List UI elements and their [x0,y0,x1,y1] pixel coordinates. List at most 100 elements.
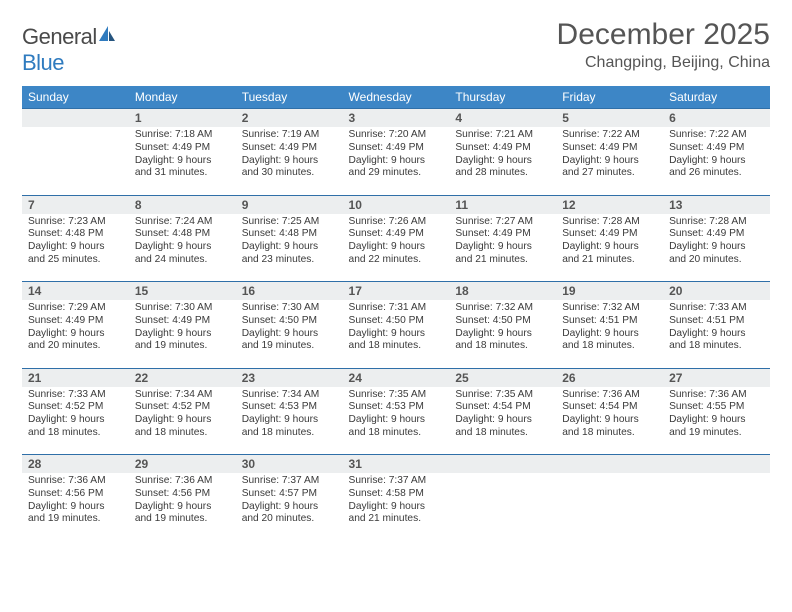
day-number: 7 [22,195,129,214]
day-number: 19 [556,282,663,301]
cell-line-sunset: Sunset: 4:49 PM [455,142,550,155]
cell-line-sunrise: Sunrise: 7:35 AM [349,389,444,402]
day-cell: Sunrise: 7:36 AMSunset: 4:54 PMDaylight:… [556,387,663,455]
cell-line-sunset: Sunset: 4:48 PM [242,228,337,241]
cell-line-daylight2: and 25 minutes. [28,254,123,267]
cell-line-sunset: Sunset: 4:54 PM [562,401,657,414]
title-block: December 2025 Changping, Beijing, China [557,18,770,72]
cell-line-daylight2: and 19 minutes. [135,513,230,526]
day-number: 27 [663,368,770,387]
cell-line-daylight1: Daylight: 9 hours [455,414,550,427]
cell-line-daylight2: and 18 minutes. [562,340,657,353]
cell-line-daylight1: Daylight: 9 hours [135,414,230,427]
cell-line-daylight1: Daylight: 9 hours [28,328,123,341]
cell-line-sunset: Sunset: 4:48 PM [28,228,123,241]
cell-line-daylight1: Daylight: 9 hours [562,414,657,427]
day-number: 10 [343,195,450,214]
cell-line-sunrise: Sunrise: 7:37 AM [242,475,337,488]
day-cell: Sunrise: 7:37 AMSunset: 4:58 PMDaylight:… [343,473,450,541]
cell-line-sunset: Sunset: 4:58 PM [349,488,444,501]
cell-line-sunset: Sunset: 4:48 PM [135,228,230,241]
day-number: 11 [449,195,556,214]
cell-line-sunset: Sunset: 4:49 PM [349,142,444,155]
month-title: December 2025 [557,18,770,52]
cell-line-sunrise: Sunrise: 7:33 AM [669,302,764,315]
day-number [22,109,129,128]
day-cell: Sunrise: 7:26 AMSunset: 4:49 PMDaylight:… [343,214,450,282]
cell-line-sunrise: Sunrise: 7:32 AM [562,302,657,315]
cell-line-daylight1: Daylight: 9 hours [242,501,337,514]
cell-line-daylight1: Daylight: 9 hours [562,241,657,254]
cell-line-sunrise: Sunrise: 7:32 AM [455,302,550,315]
day-cell: Sunrise: 7:30 AMSunset: 4:50 PMDaylight:… [236,300,343,368]
cell-line-sunset: Sunset: 4:50 PM [242,315,337,328]
cell-line-sunrise: Sunrise: 7:24 AM [135,216,230,229]
cell-line-sunset: Sunset: 4:49 PM [562,228,657,241]
cell-line-daylight2: and 18 minutes. [28,427,123,440]
day-number: 22 [129,368,236,387]
cell-line-daylight1: Daylight: 9 hours [242,241,337,254]
cell-line-sunset: Sunset: 4:56 PM [28,488,123,501]
cell-line-sunrise: Sunrise: 7:36 AM [28,475,123,488]
dayhead-wed: Wednesday [343,86,450,109]
day-cell: Sunrise: 7:33 AMSunset: 4:52 PMDaylight:… [22,387,129,455]
cell-line-sunrise: Sunrise: 7:33 AM [28,389,123,402]
cell-line-daylight1: Daylight: 9 hours [28,414,123,427]
cell-line-daylight2: and 26 minutes. [669,167,764,180]
cell-line-sunrise: Sunrise: 7:30 AM [242,302,337,315]
day-cell: Sunrise: 7:36 AMSunset: 4:55 PMDaylight:… [663,387,770,455]
day-cell: Sunrise: 7:37 AMSunset: 4:57 PMDaylight:… [236,473,343,541]
brand-part2: Blue [22,50,64,75]
dayhead-sat: Saturday [663,86,770,109]
cell-line-sunrise: Sunrise: 7:37 AM [349,475,444,488]
cell-line-sunrise: Sunrise: 7:36 AM [669,389,764,402]
calendar-body: 123456Sunrise: 7:18 AMSunset: 4:49 PMDay… [22,109,770,542]
cell-line-sunrise: Sunrise: 7:36 AM [135,475,230,488]
day-number: 30 [236,455,343,474]
day-cell: Sunrise: 7:24 AMSunset: 4:48 PMDaylight:… [129,214,236,282]
cell-line-daylight2: and 27 minutes. [562,167,657,180]
cell-line-sunset: Sunset: 4:56 PM [135,488,230,501]
cell-line-daylight2: and 18 minutes. [349,340,444,353]
cell-line-sunset: Sunset: 4:53 PM [349,401,444,414]
cell-line-daylight1: Daylight: 9 hours [669,414,764,427]
day-header-row: Sunday Monday Tuesday Wednesday Thursday… [22,86,770,109]
cell-line-daylight1: Daylight: 9 hours [562,328,657,341]
brand-text: GeneralBlue [22,24,117,76]
cell-line-daylight1: Daylight: 9 hours [242,155,337,168]
cell-line-daylight1: Daylight: 9 hours [455,155,550,168]
cell-line-sunset: Sunset: 4:53 PM [242,401,337,414]
daynum-row: 14151617181920 [22,282,770,301]
day-cell: Sunrise: 7:35 AMSunset: 4:53 PMDaylight:… [343,387,450,455]
cell-line-daylight2: and 18 minutes. [455,340,550,353]
cell-line-sunrise: Sunrise: 7:28 AM [669,216,764,229]
brand-logo: GeneralBlue [22,24,117,76]
cell-line-sunset: Sunset: 4:49 PM [135,142,230,155]
cell-line-daylight2: and 31 minutes. [135,167,230,180]
day-cell: Sunrise: 7:25 AMSunset: 4:48 PMDaylight:… [236,214,343,282]
cell-line-sunrise: Sunrise: 7:34 AM [135,389,230,402]
cell-line-sunset: Sunset: 4:49 PM [669,142,764,155]
day-cell: Sunrise: 7:32 AMSunset: 4:50 PMDaylight:… [449,300,556,368]
day-cell: Sunrise: 7:29 AMSunset: 4:49 PMDaylight:… [22,300,129,368]
day-number: 28 [22,455,129,474]
cell-line-sunset: Sunset: 4:52 PM [135,401,230,414]
cell-line-daylight2: and 21 minutes. [455,254,550,267]
day-number [556,455,663,474]
day-number: 23 [236,368,343,387]
cell-line-daylight2: and 18 minutes. [455,427,550,440]
dayhead-fri: Friday [556,86,663,109]
cell-line-daylight2: and 21 minutes. [349,513,444,526]
cell-line-daylight2: and 20 minutes. [669,254,764,267]
day-cell: Sunrise: 7:23 AMSunset: 4:48 PMDaylight:… [22,214,129,282]
day-cell [449,473,556,541]
sail-icon [97,24,117,44]
cell-line-sunrise: Sunrise: 7:28 AM [562,216,657,229]
cell-line-sunrise: Sunrise: 7:22 AM [562,129,657,142]
day-number: 14 [22,282,129,301]
day-cell: Sunrise: 7:20 AMSunset: 4:49 PMDaylight:… [343,127,450,195]
day-number: 6 [663,109,770,128]
cell-line-daylight1: Daylight: 9 hours [349,241,444,254]
cell-line-sunset: Sunset: 4:50 PM [455,315,550,328]
cell-line-daylight1: Daylight: 9 hours [669,328,764,341]
